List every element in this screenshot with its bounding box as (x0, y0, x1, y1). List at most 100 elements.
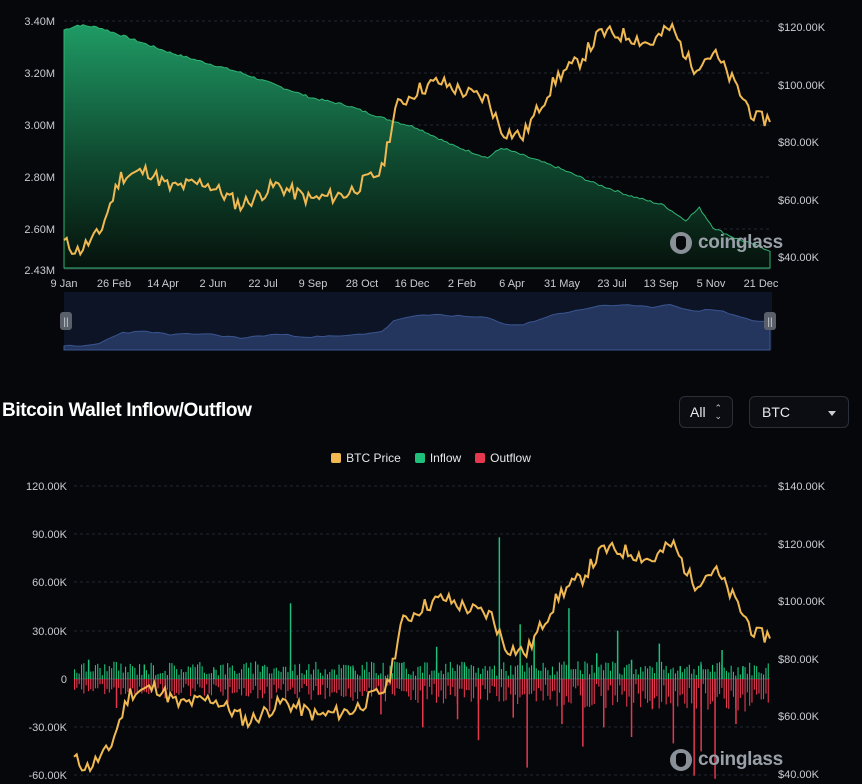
inflow-bar (695, 675, 697, 679)
range-select-value: All (690, 404, 706, 420)
inflow-bar (377, 675, 379, 679)
outflow-bar (120, 679, 122, 695)
outflow-bar (331, 679, 333, 693)
inflow-bar (99, 668, 101, 679)
inflow-bar (169, 662, 171, 679)
coin-select[interactable]: BTC (749, 396, 849, 428)
outflow-bar (753, 679, 755, 690)
wallet-balance-area (63, 24, 771, 269)
inflow-bar (308, 664, 310, 679)
outflow-bar (531, 679, 533, 694)
outflow-bar (252, 679, 254, 690)
outflow-bar (459, 679, 461, 689)
inflow-bar (364, 669, 366, 679)
outflow-bar (445, 679, 447, 699)
outflow-bar (431, 679, 433, 695)
inflow-bar (586, 663, 588, 679)
outflow-bar (435, 679, 437, 703)
inflow-bar (591, 664, 593, 679)
right-tick-label: $40.00K (778, 769, 820, 781)
outflow-bar (695, 679, 697, 709)
outflow-bar (401, 679, 403, 691)
outflow-bar (136, 679, 138, 694)
inflow-bar (609, 670, 611, 679)
outflow-bar (234, 679, 236, 693)
inflow-bar (514, 666, 516, 679)
inflow-bar (361, 664, 363, 679)
inflow-bar (199, 662, 201, 679)
legend-item-btc-price[interactable]: BTC Price (331, 451, 401, 465)
x-tick-label: 28 Oct (346, 278, 378, 290)
inflow-bar (712, 664, 714, 679)
inflow-bar (134, 667, 136, 679)
outflow-bar (767, 679, 769, 703)
outflow-bar (454, 679, 456, 697)
outflow-bar (449, 679, 451, 695)
inflow-bar (433, 670, 435, 679)
inflow-bar (714, 671, 716, 679)
outflow-bar (394, 679, 396, 696)
right-tick-label: $40.00K (778, 252, 820, 264)
outflow-bar (487, 679, 489, 701)
inflow-bar (677, 670, 679, 679)
inflow-spike (519, 624, 521, 679)
outflow-bar (361, 679, 363, 696)
legend-item-outflow[interactable]: Outflow (475, 451, 531, 465)
inflow-bar (132, 666, 134, 679)
top-left-axis: 3.40M 3.20M 3.00M 2.80M 2.60M 2.43M (24, 16, 55, 277)
outflow-bar (238, 679, 240, 690)
outflow-bar (702, 679, 704, 684)
inflow-bar (231, 665, 233, 679)
inflow-bar (127, 672, 129, 679)
left-tick-label: 2.60M (24, 224, 55, 236)
outflow-bar (737, 679, 739, 711)
right-tick-label: $100.00K (778, 80, 826, 92)
legend-item-inflow[interactable]: Inflow (414, 451, 461, 465)
inflow-bar (693, 669, 695, 679)
outflow-bar (187, 679, 189, 686)
outflow-bar (259, 679, 261, 691)
inflow-bar (338, 664, 340, 679)
navigator-area (63, 303, 771, 351)
outflow-bar (278, 679, 280, 689)
navigator-handle-right[interactable] (764, 312, 776, 330)
navigator-handle-left[interactable] (60, 312, 72, 330)
outflow-bar (688, 679, 690, 689)
outflow-bar (691, 679, 693, 704)
inflow-bar (301, 673, 303, 679)
x-tick-label: 21 Dec (744, 278, 779, 290)
x-tick-label: 16 Dec (395, 278, 430, 290)
outflow-spike (422, 679, 424, 728)
outflow-bar (303, 679, 305, 684)
outflow-bar (484, 679, 486, 690)
inflow-bar (324, 669, 326, 679)
inflow-bar (394, 661, 396, 679)
outflow-bar (563, 679, 565, 705)
inflow-bar (767, 663, 769, 679)
inflow-bar (644, 666, 646, 679)
inflow-bar (442, 674, 444, 679)
range-navigator[interactable]: || || (0, 290, 862, 352)
inflow-spike (261, 666, 264, 679)
outflow-spike (512, 679, 514, 718)
inflow-bar (190, 667, 192, 679)
outflow-spike (630, 679, 633, 737)
inflow-bar (141, 674, 143, 679)
inflow-bar (192, 664, 194, 679)
outflow-bar (623, 679, 625, 692)
outflow-spike (693, 679, 695, 776)
inflow-bar (76, 672, 78, 679)
inflow-bar (333, 669, 335, 679)
inflow-bar (215, 669, 217, 679)
outflow-bar (739, 679, 741, 698)
x-tick-label: 14 Apr (147, 278, 179, 290)
outflow-bar (324, 679, 326, 699)
outflow-bar (586, 679, 588, 707)
outflow-bar (166, 679, 168, 690)
outflow-bar (169, 679, 171, 696)
inflow-bar (345, 665, 347, 679)
inflow-bar (449, 661, 451, 679)
range-select[interactable]: All ⌃ ⌄ (679, 396, 733, 428)
outflow-bar (111, 679, 113, 690)
x-tick-label: 2 Jun (200, 278, 227, 290)
